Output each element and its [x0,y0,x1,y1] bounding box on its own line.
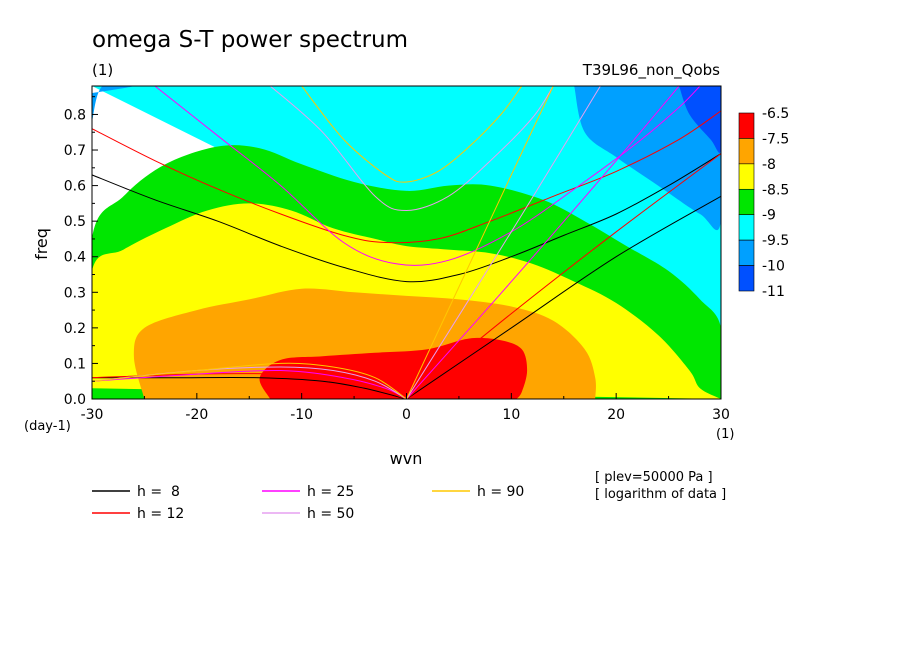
annotation-plev: [ plev=50000 Pa ] [595,470,713,485]
colorbar-label: -9.5 [762,233,789,249]
y-tick-label: 0.7 [64,143,86,159]
legend-label: h = 50 [307,506,354,522]
plot-area [91,85,722,400]
dispersion-curve-1-0 [92,110,721,244]
contour-fills [92,86,721,399]
x-tick-label: -10 [290,407,313,423]
colorbar-label: -6.5 [762,106,789,122]
dispersion-curve-2-2 [92,369,407,399]
x-tick-label: -30 [81,407,104,423]
y-tick-label: 0.2 [64,321,86,337]
colorbar: -6.5 -7.5 -8 -8.5 -9 -9.5 -10 -11 [738,106,789,300]
y-axis: 0.0 0.1 0.2 0.3 0.4 0.5 0.6 0.7 0.8 [64,96,98,408]
x-axis: -30 -20 -10 0 10 20 30 [81,393,730,423]
dispersion-curve-0-0 [92,153,721,283]
chart-subtitle-left: (1) [92,61,113,79]
x-tick-label: 10 [502,407,520,423]
colorbar-swatch [738,214,755,241]
legend-label: h = 25 [307,484,354,500]
contour-region-7 [679,86,721,153]
legend-label: h = 90 [477,484,524,500]
dispersion-curve-4-0 [301,86,523,183]
y-tick-label: 0.4 [64,250,86,266]
legend-label: h = 8 [137,484,180,500]
colorbar-swatch [738,163,755,190]
y-tick-label: 0.5 [64,214,86,230]
chart-subtitle-right: T39L96_non_Qobs [582,61,720,80]
dispersion-curve-1-2 [92,373,407,399]
dispersion-curve-1-1 [406,153,721,399]
dispersion-curve-2-1 [406,86,680,399]
colorbar-swatch [738,112,755,139]
colorbar-label: -7.5 [762,131,789,147]
annotation-log: [ logarithm of data ] [595,487,726,502]
colorbar-swatch [738,188,755,216]
colorbar-label: -10 [762,259,785,275]
dispersion-curve-4-1 [406,86,554,399]
colorbar-swatch [738,138,755,165]
x-tick-label: 30 [712,407,730,423]
colorbar-label: -11 [762,284,785,300]
y-unit-label: (day-1) [24,419,71,434]
dispersion-curve-0-2 [92,376,407,399]
contour-region-4 [259,337,528,399]
legend-label: h = 12 [137,506,184,522]
dispersion-curve-0-1 [406,195,721,399]
x-tick-label: -20 [185,407,208,423]
dispersion-curves [92,86,721,399]
colorbar-label: -9 [762,208,776,224]
colorbar-label: -8 [762,157,776,173]
colorbar-label: -8.5 [762,182,789,198]
dispersion-curve-4-2 [92,362,407,399]
y-axis-label: freq [32,228,51,260]
x-unit-label: (1) [716,427,734,442]
contour-region-6 [574,86,721,230]
dispersion-curve-3-0 [269,86,554,212]
y-tick-label: 0.3 [64,285,86,301]
y-tick-label: 0.1 [64,356,86,372]
colorbar-swatch [738,265,755,292]
legend: h = 8 h = 12 h = 25 h = 50 h = 90 [92,484,524,522]
y-tick-label: 0.6 [64,179,86,195]
y-tick-label: 0.8 [64,107,86,123]
dispersion-curve-2-0 [154,86,701,266]
x-tick-label: 20 [607,407,625,423]
dispersion-curve-3-1 [406,86,601,399]
chart-title: omega S-T power spectrum [92,27,408,53]
y-tick-label: 0.0 [64,392,86,408]
x-tick-label: 0 [402,407,411,423]
x-axis-label: wvn [390,449,423,468]
colorbar-swatch [738,239,755,266]
